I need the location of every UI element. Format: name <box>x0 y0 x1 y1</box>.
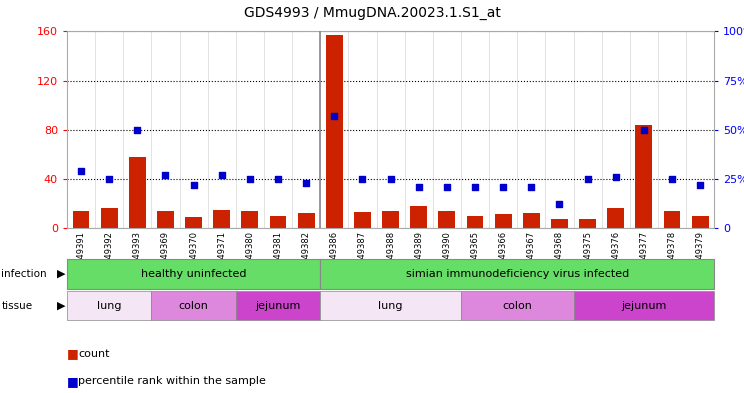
Point <box>187 182 199 188</box>
Point <box>301 180 312 186</box>
Text: GDS4993 / MmugDNA.20023.1.S1_at: GDS4993 / MmugDNA.20023.1.S1_at <box>243 6 501 20</box>
Bar <box>551 219 568 228</box>
Point <box>103 176 115 182</box>
Point <box>469 184 481 190</box>
Point <box>385 176 397 182</box>
Bar <box>214 209 230 228</box>
Bar <box>438 211 455 228</box>
Point <box>554 201 565 208</box>
Point <box>159 172 171 178</box>
Text: simian immunodeficiency virus infected: simian immunodeficiency virus infected <box>405 269 629 279</box>
Point <box>413 184 425 190</box>
Text: tissue: tissue <box>1 301 33 310</box>
Point <box>497 184 509 190</box>
Text: infection: infection <box>1 269 47 279</box>
Point <box>328 113 340 119</box>
Point <box>356 176 368 182</box>
Bar <box>298 213 315 228</box>
Text: lung: lung <box>97 301 121 310</box>
Bar <box>269 216 286 228</box>
Bar <box>157 211 174 228</box>
Bar <box>523 213 539 228</box>
Bar <box>664 211 681 228</box>
Text: ■: ■ <box>67 347 79 360</box>
Bar <box>73 211 89 228</box>
Text: count: count <box>78 349 109 359</box>
Text: jejunum: jejunum <box>621 301 667 310</box>
Bar <box>100 208 118 228</box>
Bar <box>382 211 399 228</box>
Bar <box>495 215 512 228</box>
Point <box>75 168 87 174</box>
Point <box>694 182 706 188</box>
Text: lung: lung <box>379 301 403 310</box>
Text: ▶: ▶ <box>57 301 65 310</box>
Bar <box>354 212 371 228</box>
Bar <box>410 206 427 228</box>
Point <box>638 127 650 133</box>
Bar <box>635 125 652 228</box>
Bar <box>129 157 146 228</box>
Bar <box>579 219 596 228</box>
Bar <box>185 217 202 228</box>
Text: jejunum: jejunum <box>255 301 301 310</box>
Point <box>132 127 144 133</box>
Point <box>244 176 256 182</box>
Point <box>272 176 284 182</box>
Point <box>441 184 453 190</box>
Text: colon: colon <box>179 301 208 310</box>
Text: ■: ■ <box>67 375 79 388</box>
Text: percentile rank within the sample: percentile rank within the sample <box>78 376 266 386</box>
Text: colon: colon <box>502 301 532 310</box>
Point <box>582 176 594 182</box>
Point <box>525 184 537 190</box>
Text: healthy uninfected: healthy uninfected <box>141 269 246 279</box>
Point <box>666 176 678 182</box>
Bar <box>692 216 708 228</box>
Bar <box>466 216 484 228</box>
Point <box>610 174 622 180</box>
Bar <box>607 208 624 228</box>
Point <box>216 172 228 178</box>
Text: ▶: ▶ <box>57 269 65 279</box>
Bar <box>242 211 258 228</box>
Bar <box>326 35 343 228</box>
